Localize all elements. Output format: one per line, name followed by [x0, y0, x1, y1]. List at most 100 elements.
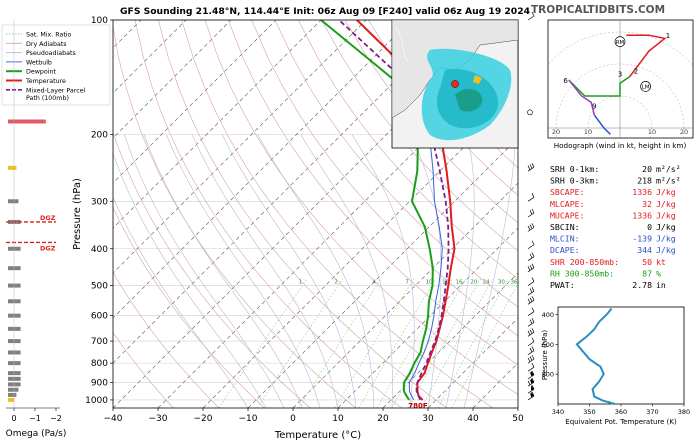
- skewt-background-lines: 1 2 4 7 10 13 16 20 24 30 36: [113, 20, 518, 408]
- legend-label-dry-adiabat: Dry Adiabats: [26, 41, 67, 48]
- legend-label-parcel: Mixed-Layer Parcel: [26, 87, 86, 94]
- dry-adiabat-line: [113, 131, 311, 408]
- map-inset: [391, 19, 519, 149]
- wind-barb: [527, 391, 535, 401]
- temp-tick-label: 30: [422, 414, 434, 424]
- wind-barb: [527, 223, 535, 232]
- dry-adiabat-line: [181, 20, 493, 408]
- omega-bar: [8, 397, 15, 402]
- index-row: DCAPE: 344 J/kg: [550, 245, 676, 255]
- index-unit: J/kg: [656, 222, 676, 232]
- mixing-ratio-label: 30: [498, 280, 505, 286]
- index-value: 344: [637, 245, 652, 255]
- isotherm-line: [292, 182, 518, 408]
- mixing-ratio-label: 4: [373, 280, 377, 286]
- mixing-ratio-label: 10: [426, 280, 433, 286]
- legend-label-moist-adiabat: Pseudoadiabats: [26, 50, 76, 57]
- legend-label-wetbulb: Wetbulb: [26, 59, 52, 66]
- hodograph-tick-label: 20: [552, 128, 560, 136]
- hodograph-tick-label: 10: [648, 128, 656, 136]
- pressure-tick-label: 300: [91, 197, 108, 207]
- index-label: SBCAPE:: [550, 187, 585, 197]
- map-precip-intense: [473, 75, 482, 84]
- index-row: SRH 0-3km: 218 m²/s²: [550, 176, 681, 186]
- mixing-ratio-line: [421, 278, 494, 408]
- pressure-tick-label: 100: [91, 16, 108, 26]
- mixing-ratio-label: 24: [483, 280, 490, 286]
- index-unit: %: [656, 268, 661, 278]
- skewt-frame: [112, 19, 519, 409]
- profile-dewpoint: [320, 20, 434, 401]
- wind-barb: [527, 370, 535, 380]
- theta-e-xlabel: Equivalent Pot. Temperature (K): [565, 418, 677, 426]
- isotherm-line: [337, 227, 518, 408]
- dry-adiabat-line: [113, 24, 357, 408]
- hodograph-trace-3-6km: [568, 76, 631, 97]
- omega-bar: [8, 119, 46, 124]
- omega-bar: [8, 392, 17, 397]
- profile-mixed-layer-parcel-path-100mb: [338, 20, 450, 401]
- index-label: DCAPE:: [550, 245, 580, 255]
- wind-barb: [527, 163, 535, 172]
- theta-e-xtick-label: 360: [615, 408, 627, 416]
- wind-barb: [527, 296, 535, 305]
- mixing-ratio-line: [376, 278, 453, 408]
- mixing-ratio-line: [358, 278, 437, 408]
- theta-e-ylabel: Pressure (hPa): [541, 330, 549, 380]
- wind-barb: [527, 385, 535, 394]
- legend-label-parcel-line2: Path (100mb): [26, 95, 69, 102]
- index-unit: J/kg: [656, 245, 676, 255]
- temp-tick-label: 40: [467, 414, 479, 424]
- isotherm-line: [113, 20, 232, 139]
- omega-xlabel: Omega (Pa/s): [6, 429, 67, 439]
- index-row: MLCAPE: 32 J/kg: [550, 199, 676, 209]
- pseudoadiabat-line: [300, 134, 393, 408]
- theta-e-xtick-label: 340: [552, 408, 564, 416]
- isotherm-line: [113, 20, 277, 184]
- wind-barb: [527, 318, 535, 327]
- pressure-tick-label: 200: [91, 130, 108, 140]
- index-label: SRH 0-1km:: [550, 164, 599, 174]
- isotherm-line: [202, 92, 518, 408]
- index-unit: kt: [656, 257, 666, 267]
- wind-barb: [527, 277, 535, 286]
- legend: Sat. Mix. Ratio Dry Adiabats Pseudoadiabat…: [1, 24, 111, 106]
- dgz-label: DGZ: [40, 214, 56, 222]
- omega-bar: [8, 326, 21, 331]
- pressure-tick-label: 600: [91, 312, 108, 322]
- omega-tick-label: −1: [29, 414, 41, 423]
- theta-e-xtick-label: 380: [678, 408, 690, 416]
- hodograph-height-label: 6: [563, 77, 568, 85]
- skewt-profiles: [320, 20, 456, 401]
- pseudoadiabat-line: [113, 152, 267, 408]
- dry-adiabat-line: [134, 20, 402, 408]
- skewt-xlabel: Temperature (°C): [274, 430, 361, 441]
- hodograph-height-label: 9: [592, 103, 596, 111]
- temp-tick-label: 20: [377, 414, 389, 424]
- omega-bar: [8, 165, 17, 170]
- index-unit: m²/s²: [656, 176, 681, 186]
- wind-barb: [527, 354, 535, 364]
- temp-tick-label: 0: [290, 414, 296, 424]
- dry-adiabat-line: [113, 332, 174, 408]
- index-label: SHR 200-850mb:: [550, 257, 619, 267]
- dry-adiabat-line: [298, 20, 518, 280]
- omega-bar: [8, 350, 21, 355]
- index-unit: m²/s²: [656, 164, 681, 174]
- mixing-ratio-line: [218, 278, 308, 408]
- pseudoadiabat-line: [165, 134, 321, 408]
- index-value: 20: [642, 164, 652, 174]
- index-row: MLCIN: -139 J/kg: [550, 234, 676, 244]
- hodograph-tick-label: 20: [680, 128, 688, 136]
- pseudoadiabat-line: [124, 134, 285, 408]
- dry-adiabat-line: [251, 20, 518, 337]
- skewt-ylabel: Pressure (hPa): [72, 178, 83, 250]
- sounding-title: GFS Sounding 21.48°N, 114.44°E Init: 06z…: [120, 6, 530, 17]
- index-label: SBCIN:: [550, 222, 580, 232]
- pressure-tick-label: 400: [91, 245, 108, 255]
- index-row: SBCIN: 0 J/kg: [550, 222, 676, 232]
- wind-barb: [527, 263, 535, 273]
- index-unit: J/kg: [656, 199, 676, 209]
